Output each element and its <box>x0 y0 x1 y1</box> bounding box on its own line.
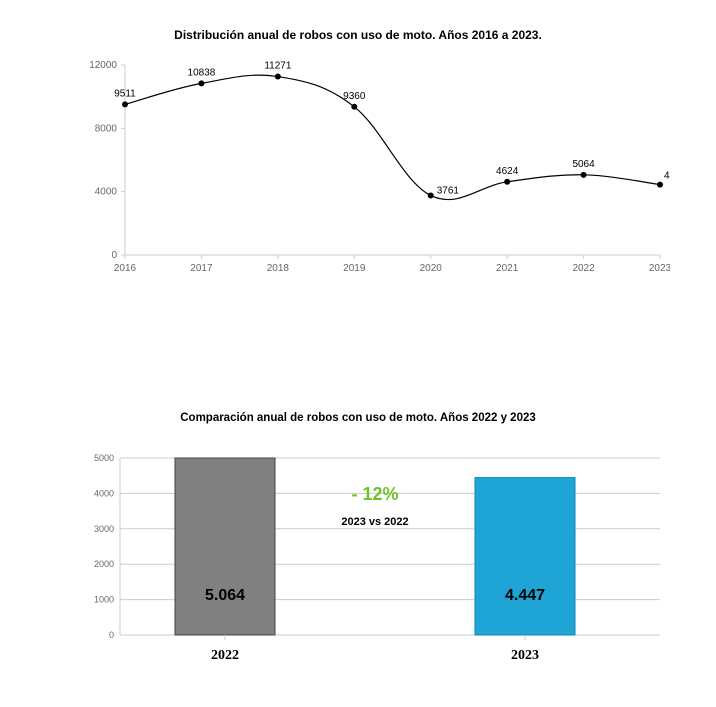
line-point <box>351 104 357 110</box>
svg-text:2019: 2019 <box>343 263 366 274</box>
line-point <box>428 192 434 198</box>
line-point-label: 4624 <box>496 166 519 177</box>
svg-text:0: 0 <box>111 250 117 261</box>
bar-value-label: 4.447 <box>505 587 545 604</box>
svg-text:2021: 2021 <box>496 263 519 274</box>
line-point-label: 9360 <box>343 91 366 102</box>
svg-text:1000: 1000 <box>94 595 114 605</box>
svg-text:2023: 2023 <box>649 263 670 274</box>
bar-chart-svg: 0 1000 2000 3000 4000 5000 5.064 2022 4.447 2023 -… <box>70 440 670 680</box>
line-point-label: 5064 <box>572 159 595 170</box>
bar-chart-title: Comparación anual de robos con uso de mo… <box>0 412 716 424</box>
bar-x-label: 2023 <box>511 648 539 663</box>
line-point <box>122 101 128 107</box>
svg-text:12000: 12000 <box>89 60 117 71</box>
line-point <box>198 80 204 86</box>
bar-2023 <box>475 478 575 635</box>
svg-text:0: 0 <box>109 630 114 640</box>
svg-text:3000: 3000 <box>94 524 114 534</box>
line-chart-title: Distribución anual de robos con uso de m… <box>0 28 716 42</box>
svg-text:2020: 2020 <box>420 263 443 274</box>
line-point <box>657 182 663 188</box>
pct-change-label: - 12% <box>351 484 398 504</box>
line-point-label: 11271 <box>264 61 292 72</box>
svg-text:5000: 5000 <box>94 453 114 463</box>
pct-change-sublabel: 2023 vs 2022 <box>341 516 408 528</box>
svg-text:2022: 2022 <box>572 263 595 274</box>
line-point <box>275 74 281 80</box>
line-point <box>581 172 587 178</box>
bar-chart: 0 1000 2000 3000 4000 5000 5.064 2022 4.447 2023 -… <box>70 440 670 680</box>
svg-text:2017: 2017 <box>190 263 213 274</box>
line-point-label: 4447 <box>664 171 670 182</box>
page-root: Distribución anual de robos con uso de m… <box>0 0 716 707</box>
svg-text:4000: 4000 <box>94 488 114 498</box>
bar-2022 <box>175 458 275 635</box>
line-series <box>125 75 660 199</box>
line-point-label: 10838 <box>188 67 216 78</box>
line-chart-svg: 0 4000 8000 12000 2016 2017 2018 2019 2020 2021 20… <box>70 55 670 295</box>
svg-text:2018: 2018 <box>267 263 290 274</box>
line-point-label: 3761 <box>437 185 460 196</box>
svg-text:4000: 4000 <box>95 187 118 198</box>
svg-text:2000: 2000 <box>94 559 114 569</box>
line-chart: 0 4000 8000 12000 2016 2017 2018 2019 2020 2021 20… <box>70 55 670 295</box>
bar-x-label: 2022 <box>211 648 239 663</box>
bar-value-label: 5.064 <box>205 587 245 604</box>
svg-text:8000: 8000 <box>95 123 118 134</box>
line-point <box>504 179 510 185</box>
svg-text:2016: 2016 <box>114 263 137 274</box>
line-point-label: 9511 <box>114 88 136 99</box>
